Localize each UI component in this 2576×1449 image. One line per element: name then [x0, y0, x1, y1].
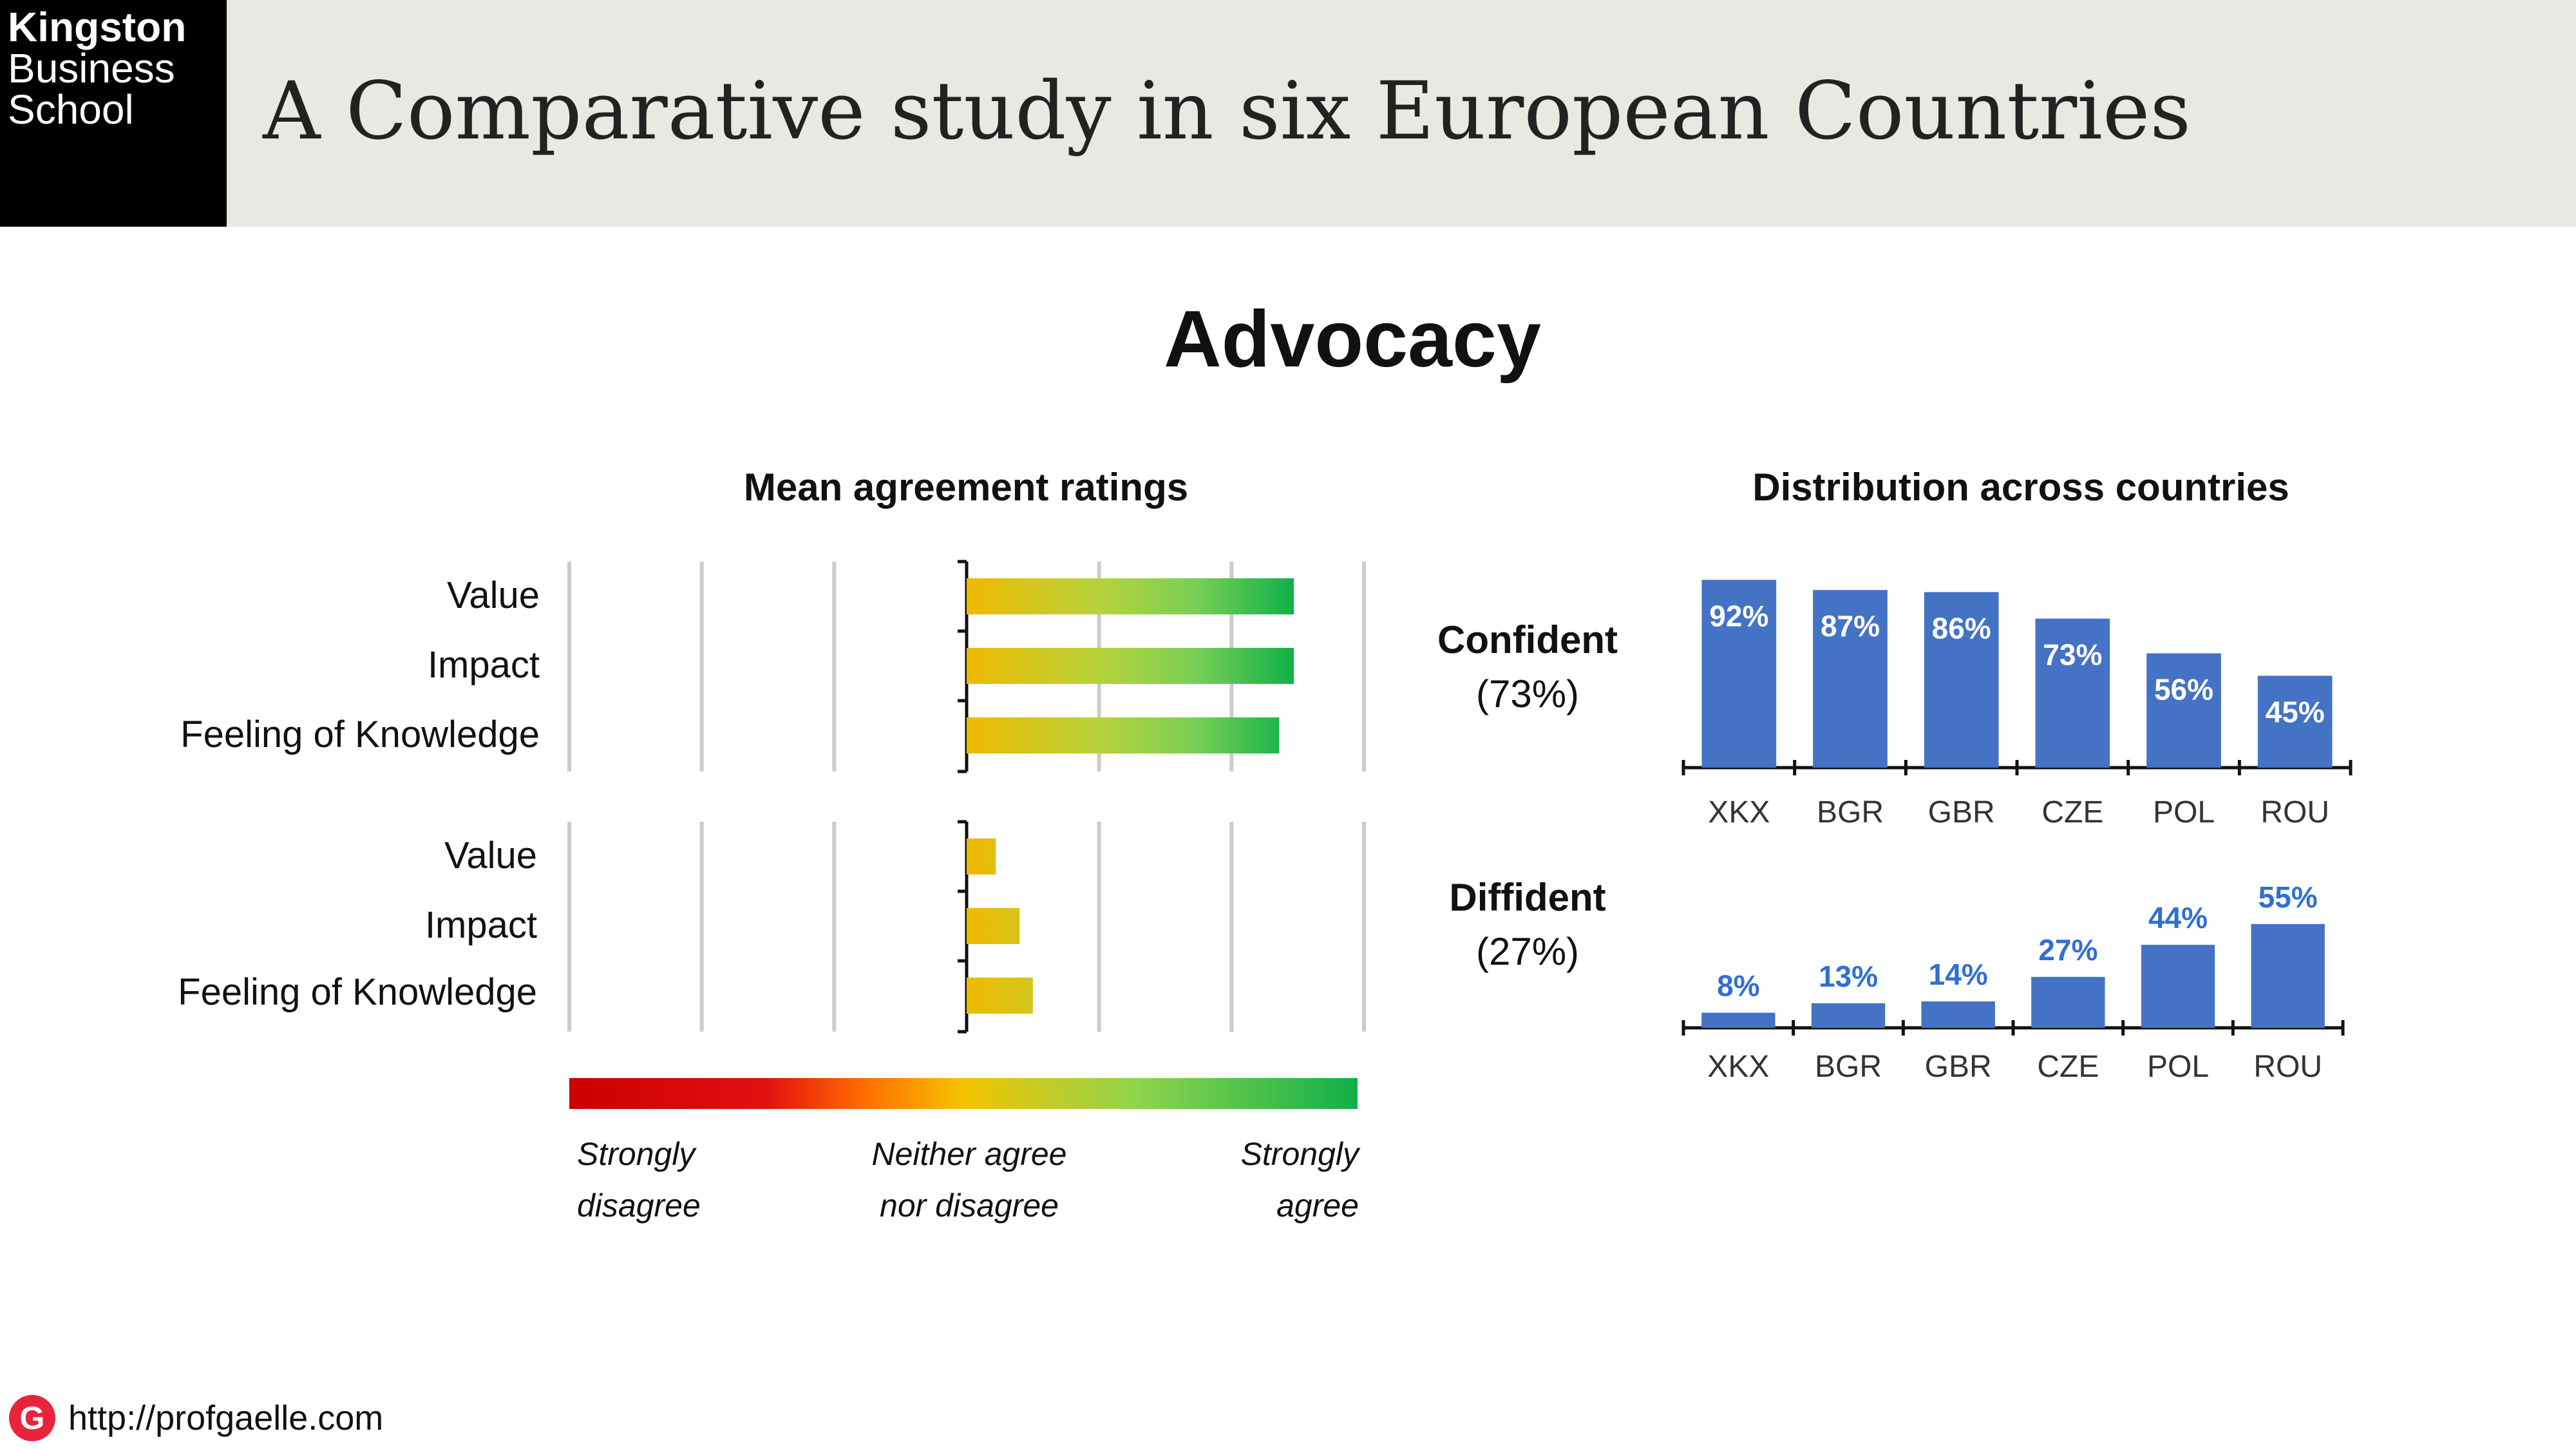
- data-label: 92%: [1709, 599, 1768, 632]
- rating-bar: [967, 838, 996, 875]
- data-label: 27%: [2038, 933, 2098, 967]
- category-tick-label: CZE: [2041, 795, 2103, 829]
- logo-line-2: Business: [8, 45, 175, 91]
- country-bar: [2251, 923, 2325, 1028]
- category-tick-label: POL: [2147, 1050, 2209, 1084]
- data-label: 14%: [1929, 958, 1988, 991]
- page-title: A Comparative study in six European Coun…: [263, 65, 2191, 158]
- country-bar: [1701, 1012, 1776, 1028]
- category-label: Feeling of Knowledge: [180, 714, 540, 755]
- scale-label-mid-1: Neither agree: [871, 1136, 1067, 1172]
- country-bar: [1811, 1003, 1886, 1028]
- group-share: (73%): [1475, 672, 1580, 715]
- country-bar: [1921, 1001, 1995, 1028]
- category-tick-label: BGR: [1817, 795, 1884, 829]
- scale-label-right-2: agree: [1276, 1188, 1359, 1224]
- country-bar: [2257, 676, 2333, 768]
- mean-agreement-chart: [567, 560, 1366, 1034]
- data-label: 55%: [2259, 880, 2318, 914]
- data-label: 73%: [2043, 638, 2102, 672]
- rating-bar: [967, 648, 1294, 684]
- category-tick-label: XKX: [1707, 1050, 1769, 1084]
- category-label: Value: [444, 835, 537, 876]
- category-label: Feeling of Knowledge: [178, 971, 537, 1013]
- rating-bar: [967, 578, 1294, 614]
- country-bar: [1813, 590, 1888, 768]
- distribution-chart-title: Distribution across countries: [1752, 466, 2289, 509]
- group-name: Confident: [1437, 618, 1618, 661]
- data-label: 13%: [1819, 960, 1878, 993]
- scale-label-mid-2: nor disagree: [880, 1188, 1059, 1224]
- country-bar: [2035, 618, 2110, 768]
- data-label: 8%: [1717, 969, 1759, 1003]
- scale-label-left-2: disagree: [577, 1188, 701, 1224]
- data-label: 87%: [1821, 609, 1880, 643]
- rating-bar: [967, 908, 1020, 944]
- rating-bar: [967, 978, 1033, 1014]
- category-tick-label: CZE: [2037, 1050, 2099, 1084]
- country-bar: [2146, 653, 2221, 768]
- country-bar: [2031, 976, 2105, 1028]
- category-tick-label: XKX: [1708, 795, 1770, 829]
- section-title: Advocacy: [1164, 295, 1541, 384]
- country-bar: [1701, 580, 1777, 768]
- mean-chart-title: Mean agreement ratings: [743, 466, 1189, 509]
- data-label: 44%: [2148, 901, 2208, 934]
- site-logo-icon: G: [9, 1395, 55, 1441]
- category-label: Value: [446, 574, 540, 616]
- kingston-logo: Kingston Business School: [0, 0, 227, 227]
- category-label: Impact: [424, 904, 537, 946]
- distribution-chart: 92% XKX 87% BGR 86% GBR 73% CZE 56% POL 45% ROU 8% XK…: [1681, 580, 2353, 1084]
- logo-line-3: School: [8, 86, 134, 133]
- group-share: (27%): [1475, 930, 1580, 973]
- rating-bar: [967, 717, 1280, 753]
- group-label-diffident: Diffident (27%): [1354, 871, 1701, 979]
- header-bar: Kingston Business School A Comparative s…: [0, 0, 2576, 227]
- logo-line-1: Kingston: [8, 4, 187, 50]
- category-tick-label: BGR: [1815, 1050, 1882, 1084]
- category-tick-label: GBR: [1928, 795, 1995, 829]
- group-name: Diffident: [1449, 876, 1606, 919]
- data-label: 45%: [2266, 695, 2325, 728]
- data-label: 56%: [2154, 672, 2213, 706]
- category-label: Impact: [427, 644, 540, 686]
- country-bar: [2141, 945, 2215, 1028]
- category-tick-label: GBR: [1925, 1050, 1992, 1084]
- data-label: 86%: [1932, 611, 1991, 645]
- scale-label-right-1: Strongly: [1240, 1136, 1359, 1172]
- category-tick-label: POL: [2153, 795, 2215, 829]
- category-tick-label: ROU: [2253, 1050, 2322, 1084]
- footer-url[interactable]: http://profgaelle.com: [68, 1399, 384, 1437]
- scale-label-left-1: Strongly: [577, 1136, 696, 1172]
- country-bar: [1924, 592, 1999, 768]
- group-label-confident: Confident (73%): [1354, 613, 1701, 721]
- category-tick-label: ROU: [2260, 795, 2329, 829]
- agreement-scale-gradient: [569, 1078, 1358, 1109]
